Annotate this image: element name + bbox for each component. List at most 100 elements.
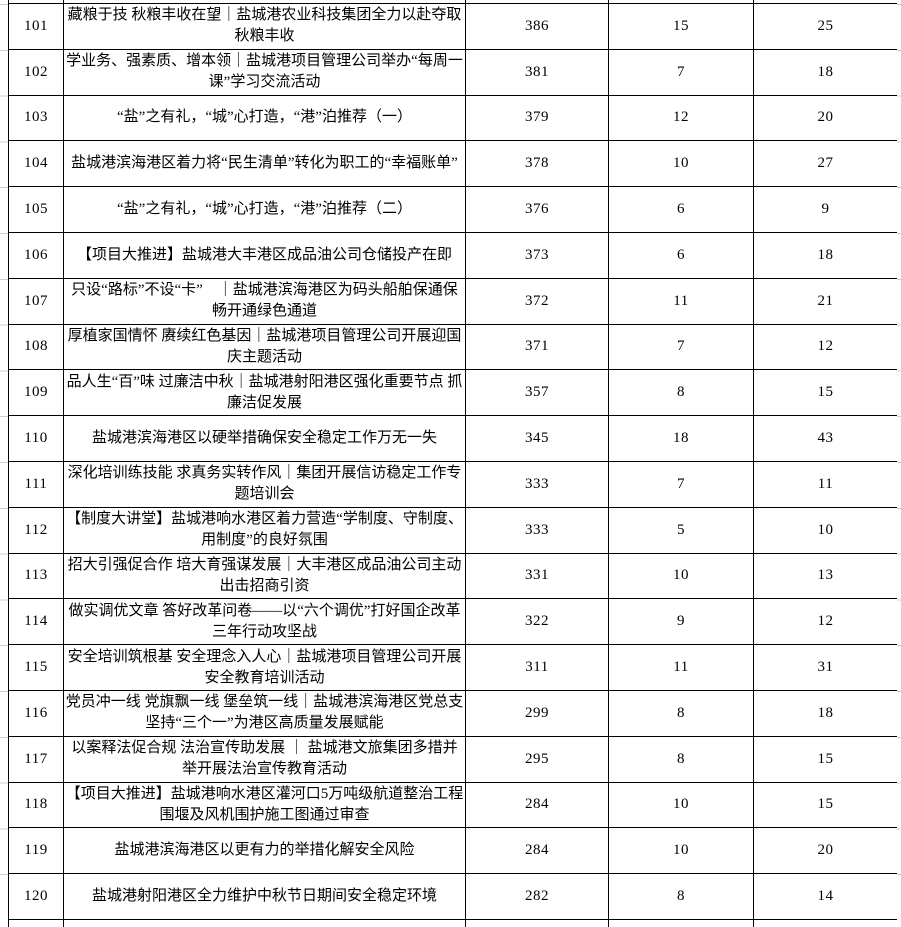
- value-cell-2[interactable]: 8: [608, 369, 754, 417]
- article-title-cell[interactable]: 【项目大推进】盐城港大丰港区成品油公司仓储投产在即: [63, 231, 466, 279]
- value-cell-2[interactable]: 12: [608, 94, 754, 142]
- article-title-cell[interactable]: “盐”之有礼，“城”心打造，“港”泊推荐（一）: [63, 94, 466, 142]
- row-number-cell[interactable]: 103: [8, 94, 64, 142]
- value-cell-2[interactable]: 10: [608, 781, 754, 829]
- value-cell-2[interactable]: 9: [608, 598, 754, 646]
- article-title-cell[interactable]: 以案释法促合规 法治宣传助发展 ｜ 盐城港文旅集团多措并举开展法治宣传教育活动: [63, 735, 466, 783]
- value-cell-1[interactable]: 284: [465, 781, 609, 829]
- article-title-cell[interactable]: 做实调优文章 答好改革问卷——以“六个调优”打好国企改革三年行动攻坚战: [63, 598, 466, 646]
- row-number-cell[interactable]: 114: [8, 598, 64, 646]
- article-title-cell[interactable]: 盐城港滨海港区以更有力的举措化解安全风险: [63, 827, 466, 875]
- article-title-cell[interactable]: 品人生“百”味 过廉洁中秋｜盐城港射阳港区强化重要节点 抓廉洁促发展: [63, 369, 466, 417]
- value-cell-2[interactable]: 7: [608, 460, 754, 508]
- value-cell-3[interactable]: 18: [753, 231, 898, 279]
- article-title-cell[interactable]: 盐城港滨海港区以硬举措确保安全稳定工作万无一失: [63, 415, 466, 462]
- value-cell-1[interactable]: 333: [465, 506, 609, 554]
- value-cell-2[interactable]: 8: [608, 873, 754, 920]
- value-cell-1[interactable]: 381: [465, 48, 609, 96]
- value-cell-1[interactable]: 282: [465, 873, 609, 920]
- value-cell-1[interactable]: 311: [465, 644, 609, 691]
- value-cell-1[interactable]: 345: [465, 415, 609, 462]
- article-title-cell[interactable]: “盐”之有礼，“城”心打造，“港”泊推荐（二）: [63, 186, 466, 233]
- row-number-cell[interactable]: 101: [8, 3, 64, 50]
- value-cell-3[interactable]: 12: [753, 598, 898, 646]
- row-number-cell[interactable]: 117: [8, 735, 64, 783]
- value-cell-1[interactable]: 333: [465, 460, 609, 508]
- article-title-cell[interactable]: 只设“路标”不设“卡” ｜盐城港滨海港区为码头船舶保通保畅开通绿色通道: [63, 277, 466, 325]
- value-cell-2[interactable]: 15: [608, 3, 754, 50]
- value-cell-1[interactable]: 299: [465, 689, 609, 737]
- value-cell-3[interactable]: 43: [753, 415, 898, 462]
- article-title-cell[interactable]: 厚植家国情怀 赓续红色基因｜盐城港项目管理公司开展迎国庆主题活动: [63, 323, 466, 371]
- value-cell-3[interactable]: 18: [753, 48, 898, 96]
- article-title-cell[interactable]: 【项目大推进】盐城港响水港区灌河口5万吨级航道整治工程围堰及风机围护施工图通过审…: [63, 781, 466, 829]
- row-number-cell[interactable]: 116: [8, 689, 64, 737]
- article-title-cell[interactable]: 藏粮于技 秋粮丰收在望｜盐城港农业科技集团全力以赴夺取秋粮丰收: [63, 3, 466, 50]
- value-cell-3[interactable]: 15: [753, 781, 898, 829]
- value-cell-3[interactable]: 27: [753, 140, 898, 188]
- value-cell-2[interactable]: 10: [608, 827, 754, 875]
- article-title-cell[interactable]: 盐城港滨海港区着力将“民生清单”转化为职工的“幸福账单”: [63, 140, 466, 188]
- value-cell-2[interactable]: 6: [608, 186, 754, 233]
- value-cell-1[interactable]: 379: [465, 94, 609, 142]
- value-cell-2[interactable]: 11: [608, 277, 754, 325]
- value-cell-2[interactable]: 7: [608, 323, 754, 371]
- value-cell-2[interactable]: 7: [608, 48, 754, 96]
- article-title-cell[interactable]: 安全培训筑根基 安全理念入人心｜盐城港项目管理公司开展安全教育培训活动: [63, 644, 466, 691]
- value-cell-2[interactable]: 10: [608, 140, 754, 188]
- value-cell-1[interactable]: 295: [465, 735, 609, 783]
- value-cell-2[interactable]: 6: [608, 231, 754, 279]
- row-number-cell[interactable]: 110: [8, 415, 64, 462]
- row-number-cell[interactable]: 118: [8, 781, 64, 829]
- row-number-cell[interactable]: 107: [8, 277, 64, 325]
- value-cell-1[interactable]: 331: [465, 552, 609, 600]
- value-cell-3[interactable]: 18: [753, 689, 898, 737]
- row-number-cell[interactable]: 105: [8, 186, 64, 233]
- value-cell-1[interactable]: 372: [465, 277, 609, 325]
- article-title-cell[interactable]: 深化培训练技能 求真务实转作风｜集团开展信访稳定工作专题培训会: [63, 460, 466, 508]
- article-title-cell[interactable]: 【制度大讲堂】盐城港响水港区着力营造“学制度、守制度、用制度”的良好氛围: [63, 506, 466, 554]
- value-cell-2[interactable]: 18: [608, 415, 754, 462]
- row-number-cell[interactable]: 115: [8, 644, 64, 691]
- value-cell-2[interactable]: 10: [608, 552, 754, 600]
- row-number-cell[interactable]: 109: [8, 369, 64, 417]
- value-cell-3[interactable]: 20: [753, 94, 898, 142]
- article-title-cell[interactable]: 学业务、强素质、增本领｜盐城港项目管理公司举办“每周一课”学习交流活动: [63, 48, 466, 96]
- value-cell-3[interactable]: 10: [753, 506, 898, 554]
- value-cell-1[interactable]: 386: [465, 3, 609, 50]
- row-number-cell[interactable]: 119: [8, 827, 64, 875]
- article-title-cell[interactable]: 盐城港射阳港区全力维护中秋节日期间安全稳定环境: [63, 873, 466, 920]
- value-cell-1[interactable]: 373: [465, 231, 609, 279]
- value-cell-3[interactable]: 9: [753, 186, 898, 233]
- row-number-cell[interactable]: 120: [8, 873, 64, 920]
- value-cell-3[interactable]: 11: [753, 460, 898, 508]
- article-title-cell[interactable]: 党员冲一线 党旗飘一线 堡垒筑一线｜盐城港滨海港区党总支坚持“三个一”为港区高质…: [63, 689, 466, 737]
- value-cell-2[interactable]: 8: [608, 689, 754, 737]
- row-number-cell[interactable]: 113: [8, 552, 64, 600]
- value-cell-2[interactable]: 5: [608, 506, 754, 554]
- value-cell-3[interactable]: 20: [753, 827, 898, 875]
- row-number-cell[interactable]: 112: [8, 506, 64, 554]
- article-title-cell[interactable]: 招大引强促合作 培大育强谋发展｜大丰港区成品油公司主动出击招商引资: [63, 552, 466, 600]
- value-cell-3[interactable]: 12: [753, 323, 898, 371]
- value-cell-2[interactable]: 11: [608, 644, 754, 691]
- value-cell-3[interactable]: 13: [753, 552, 898, 600]
- value-cell-3[interactable]: 15: [753, 735, 898, 783]
- row-number-cell[interactable]: 108: [8, 323, 64, 371]
- value-cell-1[interactable]: 322: [465, 598, 609, 646]
- value-cell-1[interactable]: 284: [465, 827, 609, 875]
- value-cell-3[interactable]: 31: [753, 644, 898, 691]
- row-number-cell[interactable]: 106: [8, 231, 64, 279]
- value-cell-3[interactable]: 21: [753, 277, 898, 325]
- value-cell-2[interactable]: 8: [608, 735, 754, 783]
- value-cell-3[interactable]: 14: [753, 873, 898, 920]
- value-cell-1[interactable]: 371: [465, 323, 609, 371]
- value-cell-1[interactable]: 376: [465, 186, 609, 233]
- row-number-cell[interactable]: 111: [8, 460, 64, 508]
- row-number-cell[interactable]: 102: [8, 48, 64, 96]
- value-cell-3[interactable]: 15: [753, 369, 898, 417]
- row-number-cell[interactable]: 104: [8, 140, 64, 188]
- value-cell-3[interactable]: 25: [753, 3, 898, 50]
- value-cell-1[interactable]: 378: [465, 140, 609, 188]
- value-cell-1[interactable]: 357: [465, 369, 609, 417]
